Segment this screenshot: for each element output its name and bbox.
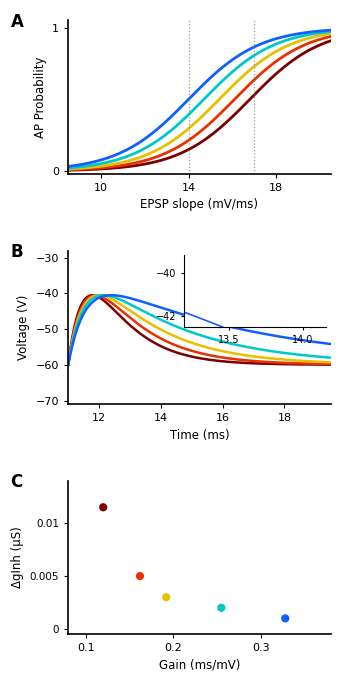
Point — [219, 602, 224, 613]
X-axis label: Time (ms): Time (ms) — [170, 429, 229, 442]
Point — [101, 502, 106, 513]
X-axis label: EPSP slope (mV/ms): EPSP slope (mV/ms) — [140, 198, 258, 211]
Text: A: A — [11, 13, 23, 31]
Text: C: C — [11, 473, 23, 491]
Point — [163, 592, 169, 603]
Y-axis label: Voltage (V): Voltage (V) — [17, 295, 30, 360]
X-axis label: Gain (ms/mV): Gain (ms/mV) — [159, 659, 240, 672]
Point — [137, 571, 143, 582]
Y-axis label: AP Probability: AP Probability — [34, 57, 47, 138]
Text: B: B — [11, 243, 23, 261]
Point — [283, 613, 288, 624]
Y-axis label: ΔgInh (μS): ΔgInh (μS) — [11, 527, 24, 589]
